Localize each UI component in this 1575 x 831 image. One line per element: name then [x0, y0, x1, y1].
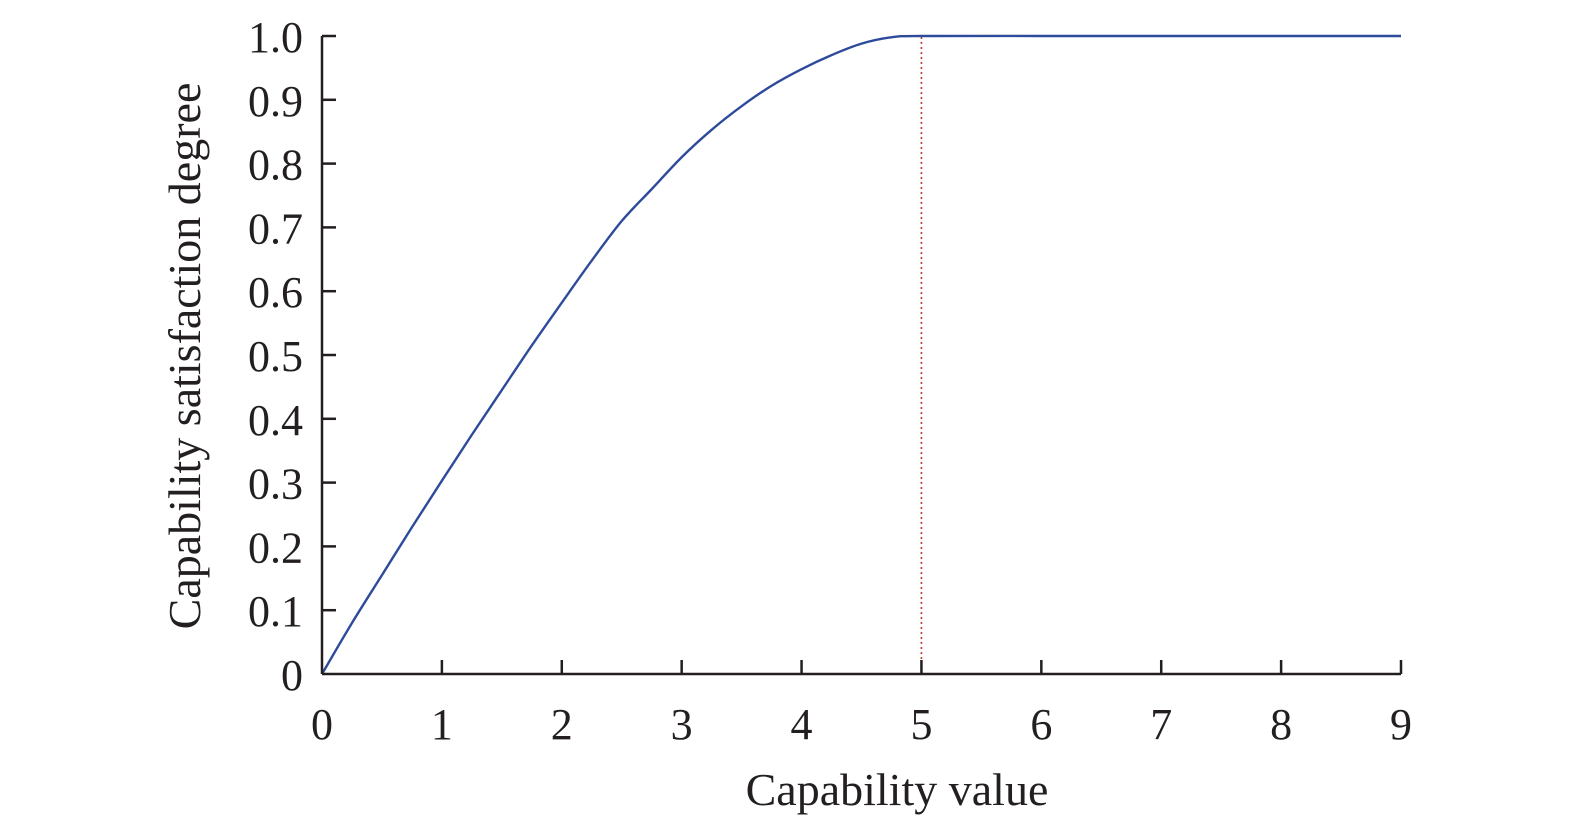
x-tick-label: 2	[551, 700, 573, 749]
y-tick-label: 0.4	[248, 396, 303, 445]
y-tick-label: 1.0	[248, 13, 303, 62]
y-tick-label: 0.2	[248, 523, 303, 572]
y-axis-label: Capability satisfaction degree	[159, 83, 210, 630]
x-tick-label: 3	[671, 700, 693, 749]
x-tick-label: 8	[1270, 700, 1292, 749]
x-tick-label: 4	[791, 700, 813, 749]
y-tick-label: 0.8	[248, 141, 303, 190]
series-layer	[320, 34, 1401, 675]
y-tick-label: 0.9	[248, 77, 303, 126]
y-tick-label: 0	[281, 651, 303, 700]
series-line	[320, 34, 1401, 675]
x-tick-label: 9	[1390, 700, 1412, 749]
x-tick-label: 6	[1030, 700, 1052, 749]
x-tick-label: 5	[910, 700, 932, 749]
x-tick-label: 7	[1150, 700, 1172, 749]
y-tick-label: 0.1	[248, 587, 303, 636]
x-axis-label: Capability value	[746, 764, 1049, 815]
y-tick-label: 0.7	[248, 204, 303, 253]
axes	[320, 36, 1401, 676]
x-tick-label: 0	[311, 700, 333, 749]
x-tick-label: 1	[431, 700, 453, 749]
y-axis-ticks: 0 0.1 0.2 0.3 0.4 0.5 0.6 0.7 0.8 0.9 1.0	[248, 13, 336, 700]
x-axis-ticks: 0 1 2 3 4 5 6 7 8 9	[311, 660, 1412, 749]
y-tick-label: 0.6	[248, 268, 303, 317]
y-tick-label: 0.3	[248, 460, 303, 509]
y-tick-label: 0.5	[248, 332, 303, 381]
